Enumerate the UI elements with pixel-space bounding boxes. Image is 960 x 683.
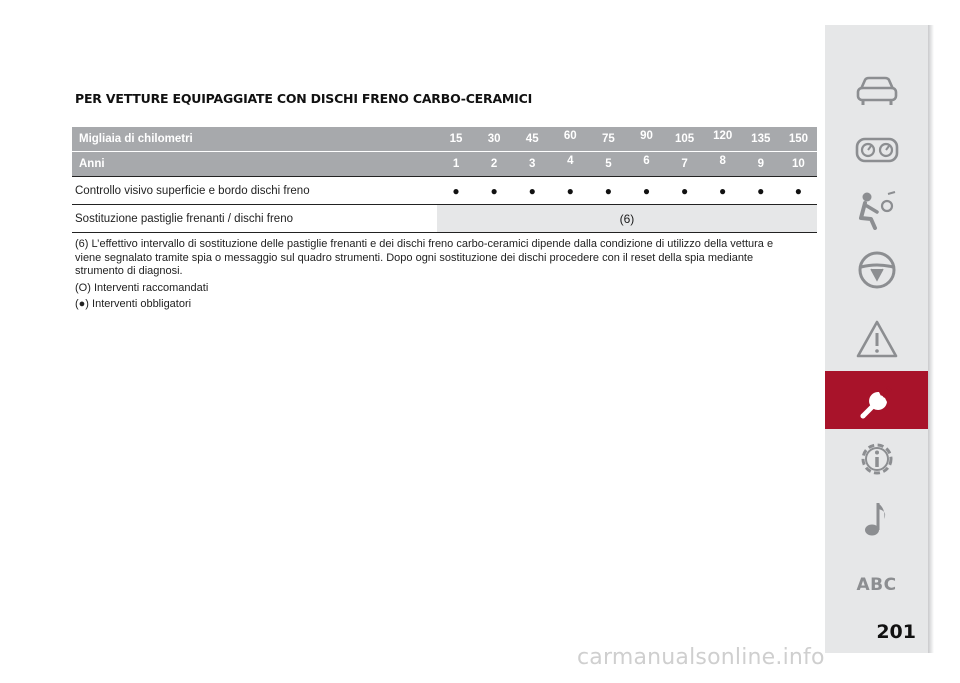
km-value: 60 [551, 127, 590, 152]
legend-recommended: (O) Interventi raccomandati [75, 281, 209, 294]
year-value: 10 [779, 151, 817, 177]
dashboard-icon [855, 137, 898, 163]
year-value: 6 [627, 151, 666, 177]
mandatory-mark: ● [665, 176, 704, 205]
watermark: carmanualsonline.info [577, 645, 825, 670]
year-value: 1 [436, 151, 476, 177]
mandatory-mark: ● [475, 176, 514, 205]
year-value: 4 [551, 151, 590, 177]
wrench-icon [860, 385, 892, 419]
section-title: PER VETTURE EQUIPAGGIATE CON DISCHI FREN… [75, 91, 533, 106]
sidebar-item-safety[interactable] [825, 181, 928, 239]
years-header-row: Anni 1 2 3 4 5 6 7 8 9 10 [72, 151, 817, 177]
row-label: Controllo visivo superficie e bordo disc… [72, 176, 437, 205]
km-value: 30 [475, 127, 514, 152]
mandatory-mark: ● [551, 176, 590, 205]
km-value: 45 [513, 127, 552, 152]
row-label: Sostituzione pastiglie frenanti / dischi… [72, 204, 437, 233]
sidebar-item-index[interactable]: ABC [825, 556, 928, 614]
sidebar-shadow [928, 25, 934, 653]
km-value: 135 [741, 127, 780, 152]
km-header-row: Migliaia di chilometri 15 30 45 60 75 90… [72, 127, 817, 152]
music-note-icon [864, 503, 885, 536]
sidebar-item-emergency[interactable] [825, 310, 928, 368]
mandatory-mark: ● [741, 176, 780, 205]
mandatory-mark: ● [589, 176, 628, 205]
mandatory-mark: ● [703, 176, 742, 205]
mandatory-mark: ● [627, 176, 666, 205]
chapter-sidebar: ABC 201 [825, 25, 934, 653]
km-value: 15 [436, 127, 476, 152]
steering-wheel-icon [858, 251, 895, 289]
footnote-reference: (6) [436, 204, 817, 233]
maintenance-table: Migliaia di chilometri 15 30 45 60 75 90… [72, 127, 817, 233]
alphabetical-index-icon: ABC [856, 575, 897, 595]
table-row: Sostituzione pastiglie frenanti / dischi… [72, 204, 817, 233]
table-row: Controllo visivo superficie e bordo disc… [72, 176, 817, 205]
year-value: 9 [741, 151, 780, 177]
years-label: Anni [72, 151, 437, 177]
km-value: 90 [627, 127, 666, 152]
sidebar-item-dashboard[interactable] [825, 121, 928, 179]
year-value: 3 [513, 151, 552, 177]
technical-data-gear-icon [861, 443, 892, 475]
airbag-seat-icon [858, 191, 895, 230]
km-value: 120 [703, 127, 742, 152]
year-value: 8 [703, 151, 742, 177]
year-value: 5 [589, 151, 628, 177]
sidebar-item-maintenance[interactable] [825, 371, 928, 429]
mandatory-mark: ● [436, 176, 476, 205]
sidebar-item-technical-data[interactable] [825, 430, 928, 488]
sidebar-item-car[interactable] [825, 62, 928, 120]
km-value: 150 [779, 127, 817, 152]
year-value: 2 [475, 151, 514, 177]
legend-mandatory: (●) Interventi obbligatori [75, 298, 192, 310]
car-icon [856, 76, 897, 105]
sidebar-item-driving[interactable] [825, 241, 928, 299]
warning-triangle-icon [856, 320, 897, 358]
mandatory-mark: ● [779, 176, 817, 205]
footnote-6: (6) L’effettivo intervallo di sostituzio… [75, 238, 774, 277]
page-number: 201 [876, 621, 916, 643]
km-label: Migliaia di chilometri [72, 127, 437, 152]
km-value: 105 [665, 127, 704, 152]
sidebar-item-multimedia[interactable] [825, 490, 928, 548]
year-value: 7 [665, 151, 704, 177]
notes: (6) L’effettivo intervallo di sostituzio… [75, 238, 795, 312]
mandatory-mark: ● [513, 176, 552, 205]
km-value: 75 [589, 127, 628, 152]
